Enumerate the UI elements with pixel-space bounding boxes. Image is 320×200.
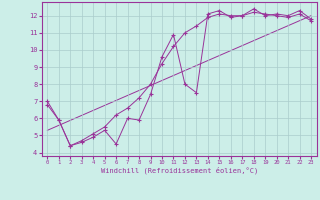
X-axis label: Windchill (Refroidissement éolien,°C): Windchill (Refroidissement éolien,°C): [100, 167, 258, 174]
